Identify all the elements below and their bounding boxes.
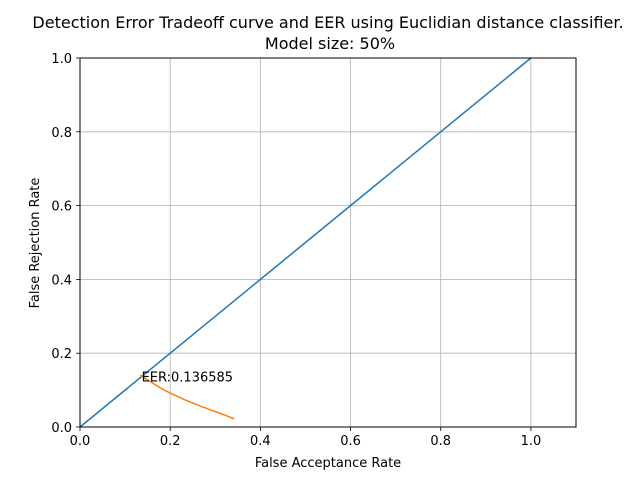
y-tick-label: 0.0: [51, 421, 72, 436]
series-line-2: [139, 374, 235, 420]
y-tick-label: 0.2: [51, 347, 72, 362]
y-tick-label: 1.0: [51, 52, 72, 67]
x-tick-label: 0.4: [250, 434, 271, 449]
chart-subtitle: Model size: 50%: [265, 34, 395, 53]
eer-annotation: EER:0.136585: [142, 371, 233, 386]
x-tick-label: 1.0: [521, 434, 542, 449]
x-axis-label: False Acceptance Rate: [255, 456, 401, 471]
x-tick-label: 0.6: [340, 434, 361, 449]
x-tick-label: 0.8: [430, 434, 451, 449]
x-tick-label: 0.2: [160, 434, 181, 449]
y-tick-label: 0.8: [51, 126, 72, 141]
y-tick-label: 0.6: [51, 200, 72, 215]
y-axis-label: False Rejection Rate: [28, 178, 43, 309]
plot-frame: [79, 57, 577, 428]
series-line-1: [79, 57, 532, 428]
chart-title: Detection Error Tradeoff curve and EER u…: [32, 13, 623, 32]
y-tick-label: 0.4: [51, 273, 72, 288]
x-tick-label: 0.0: [70, 434, 91, 449]
